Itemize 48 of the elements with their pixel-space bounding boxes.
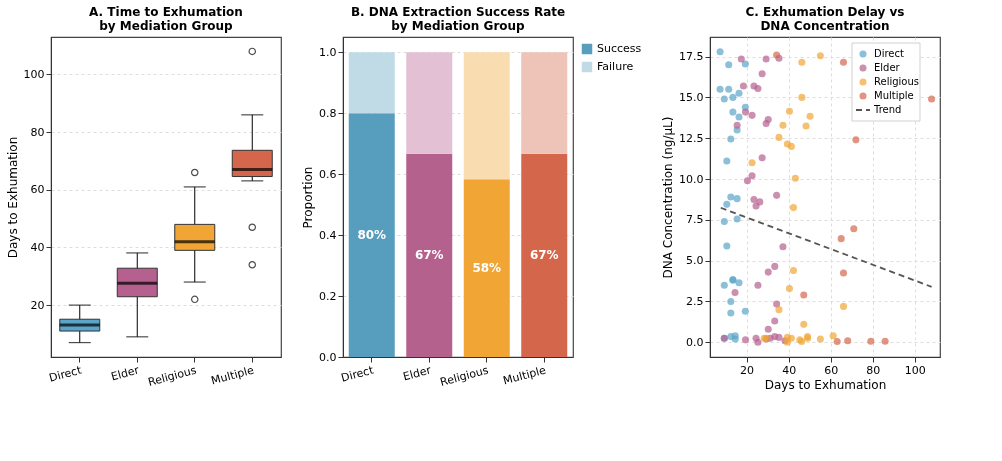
x-axis-title: Days to Exhumation [764, 377, 887, 392]
y-tick-label: 0.2 [319, 289, 337, 303]
x-tick-label: 20 [740, 363, 755, 377]
x-tick-label: 60 [824, 363, 839, 377]
y-tick-label: 0.8 [319, 106, 337, 120]
y-tick-label: 1.0 [319, 45, 337, 59]
x-tick-label: 40 [782, 363, 797, 377]
x-tick-label: Multiple [501, 363, 548, 388]
y-tick-label: 80 [30, 125, 45, 139]
legend-label: Elder [874, 62, 901, 73]
x-tick-label: Elder [401, 363, 433, 384]
x-tick-label: Multiple [209, 363, 256, 388]
legend-label: Success [597, 42, 642, 55]
x-tick-label: Direct [339, 363, 376, 385]
y-tick-label: 17.5 [679, 50, 704, 64]
y-axis-title: Proportion [301, 166, 316, 229]
x-tick-label: 80 [866, 363, 881, 377]
y-tick-label: 40 [30, 240, 45, 254]
legend-label: Religious [874, 76, 919, 87]
y-axis-title: DNA Concentration (ng/μL) [661, 116, 676, 279]
y-tick-label: 0.0 [319, 350, 337, 364]
y-tick-label: 10.0 [679, 172, 704, 186]
y-tick-label: 5.0 [686, 254, 704, 268]
y-tick-label: 2.5 [686, 294, 704, 308]
y-tick-label: 7.5 [686, 213, 704, 227]
x-tick-label: 100 [904, 363, 926, 377]
data-label: 67% [414, 248, 444, 263]
legend-label: Trend [873, 104, 902, 115]
legend-label: Direct [874, 48, 905, 59]
x-tick-label: Elder [109, 363, 141, 384]
y-tick-label: 0.4 [319, 228, 337, 242]
y-tick-label: 100 [23, 67, 45, 81]
data-label: 80% [357, 228, 387, 243]
legend-label: Multiple [874, 90, 914, 101]
y-tick-label: 0.6 [319, 167, 337, 181]
data-label: 58% [472, 261, 502, 276]
y-tick-label: 60 [30, 183, 45, 197]
chart-title: C. Exhumation Delay vs DNA Concentration [745, 5, 905, 33]
y-tick-label: 20 [30, 298, 45, 312]
y-tick-label: 15.0 [679, 90, 704, 104]
y-tick-label: 12.5 [679, 131, 704, 145]
y-tick-label: 0.0 [686, 335, 704, 349]
data-label: 67% [529, 248, 559, 263]
x-tick-label: Direct [47, 363, 84, 385]
chart-title: A. Time to Exhumation by Mediation Group [89, 5, 243, 33]
y-axis-title: Days to Exhumation [5, 136, 20, 259]
legend-label: Failure [597, 60, 634, 73]
chart-title: B. DNA Extraction Success Rate by Mediation Group [350, 5, 566, 33]
